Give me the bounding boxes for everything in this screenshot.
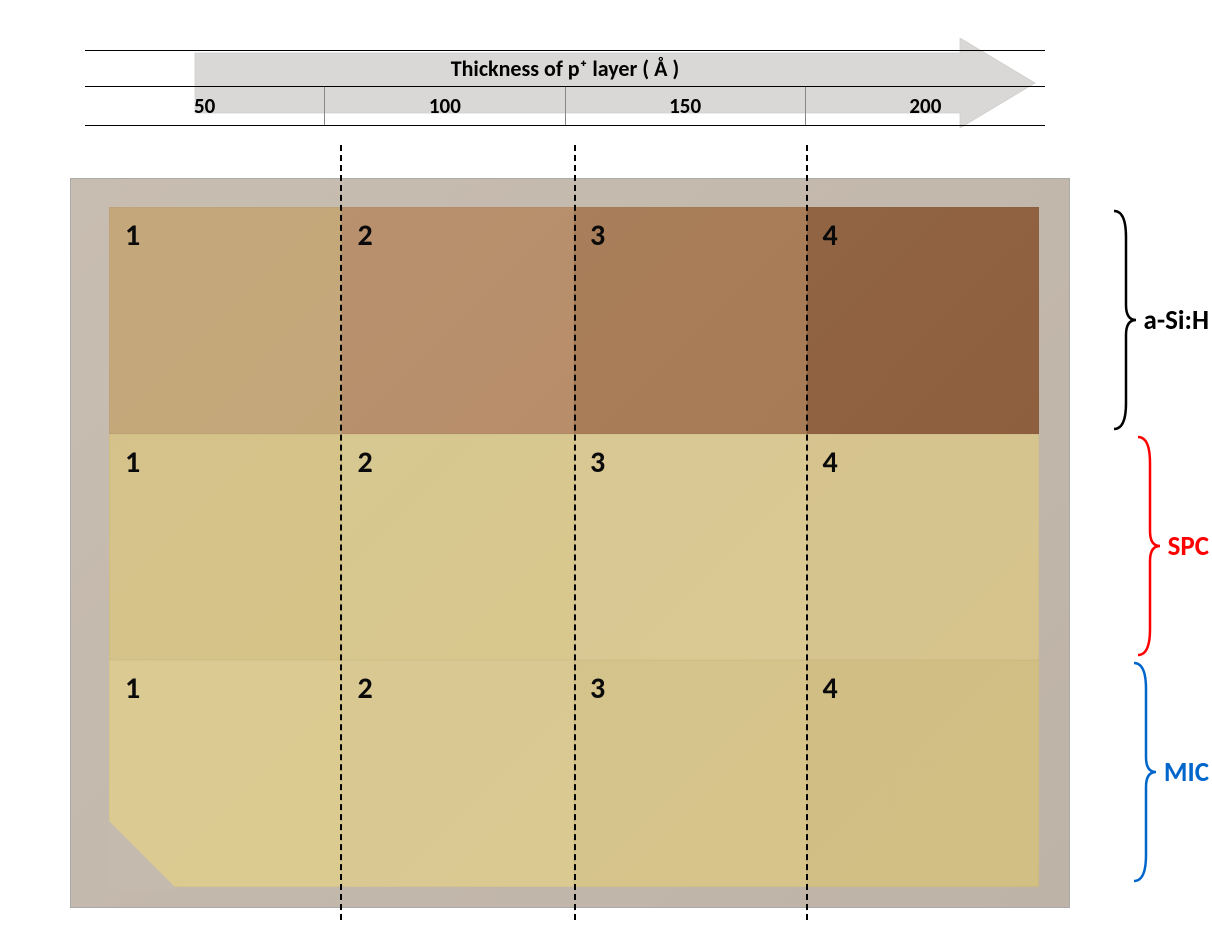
row-label-SPC: SPC — [1134, 433, 1209, 659]
curly-brace-icon — [1110, 207, 1136, 433]
sample-cell: 2 — [342, 434, 575, 661]
cell-number-label: 4 — [823, 217, 838, 254]
header-title: Thickness of p⁺ layer ( Å ) — [85, 50, 1045, 87]
sample-cell: 4 — [807, 434, 1040, 661]
header-column-row: 50 100 150 200 — [85, 87, 1045, 126]
header-col-150: 150 — [566, 87, 806, 125]
cell-number-label: 3 — [590, 670, 605, 707]
header-table: Thickness of p⁺ layer ( Å ) 50 100 150 2… — [85, 50, 1045, 126]
row-label-text: MIC — [1164, 756, 1209, 789]
cell-number-label: 2 — [358, 670, 373, 707]
dashed-divider-2 — [574, 145, 576, 920]
row-label-MIC: MIC — [1130, 659, 1209, 885]
cell-number-label: 3 — [590, 444, 605, 481]
row-label-text: SPC — [1168, 530, 1209, 563]
cell-number-label: 4 — [823, 444, 838, 481]
sample-cell: 2 — [342, 660, 575, 887]
dashed-divider-3 — [806, 145, 808, 920]
header-col-50: 50 — [85, 87, 325, 125]
corner-notch — [107, 819, 177, 889]
dashed-divider-1 — [340, 145, 342, 920]
header-col-100: 100 — [325, 87, 565, 125]
sample-photo-area: 1 2 3 4 1 2 — [70, 178, 1070, 908]
sample-cell: 4 — [807, 207, 1040, 434]
cell-number-label: 2 — [358, 217, 373, 254]
sample-cell: 3 — [574, 660, 807, 887]
sample-cell: 4 — [807, 660, 1040, 887]
cell-number-label: 1 — [125, 217, 140, 254]
sample-cell: 3 — [574, 434, 807, 661]
curly-brace-icon — [1130, 659, 1156, 885]
sample-cell: 3 — [574, 207, 807, 434]
cell-number-label: 1 — [125, 670, 140, 707]
cell-number-label: 3 — [590, 217, 605, 254]
row-label-text: a-Si:H — [1144, 304, 1209, 337]
sample-cell: 2 — [342, 207, 575, 434]
cell-number-label: 1 — [125, 444, 140, 481]
figure-container: Thickness of p⁺ layer ( Å ) 50 100 150 2… — [0, 0, 1212, 931]
row-label-aSiH: a-Si:H — [1110, 207, 1209, 433]
header-col-200: 200 — [806, 87, 1045, 125]
curly-brace-icon — [1134, 433, 1160, 659]
sample-cell: 1 — [109, 434, 342, 661]
cell-number-label: 2 — [358, 444, 373, 481]
cell-number-label: 4 — [823, 670, 838, 707]
sample-cell: 1 — [109, 660, 342, 887]
sample-cell: 1 — [109, 207, 342, 434]
